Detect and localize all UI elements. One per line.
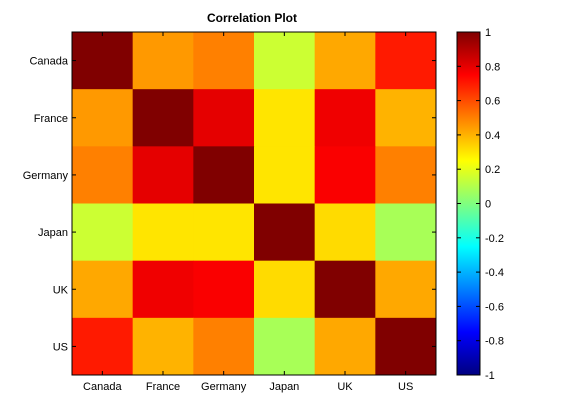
- colorbar-tick-label: 1: [485, 27, 491, 39]
- colorbar-tick-label: 0: [485, 199, 491, 211]
- x-tick-label: US: [398, 381, 413, 393]
- x-tick-label: UK: [337, 381, 353, 393]
- heatmap-cell: [254, 317, 316, 376]
- y-tick-label: UK: [53, 284, 69, 296]
- heatmap-cell: [193, 317, 255, 376]
- plot-frame: [71, 31, 437, 376]
- heatmap-cell: [314, 317, 376, 376]
- x-tick-label: Germany: [201, 381, 247, 393]
- heatmap-cell: [375, 203, 437, 262]
- heatmap-cell: [132, 317, 194, 376]
- heatmap-cell: [254, 260, 316, 319]
- y-tick-label: Germany: [23, 170, 69, 182]
- heatmap-cell: [193, 203, 255, 262]
- heatmap-cell: [375, 260, 437, 319]
- heatmap-cell: [72, 89, 134, 147]
- heatmap-cell: [314, 146, 376, 204]
- colorbar-tick-label: -0.2: [485, 233, 504, 245]
- colorbar-tick-label: -0.4: [485, 267, 504, 279]
- y-axis-ticks: Canada France Germany Japan UK US: [23, 56, 436, 353]
- colorbar-tick-label: 0.8: [485, 61, 500, 73]
- heatmap-cell: [254, 146, 316, 204]
- heatmap-cell: [132, 89, 194, 147]
- heatmap-cell: [254, 89, 316, 147]
- x-axis-ticks: Canada France Germany Japan UK US: [83, 32, 413, 393]
- heatmap-cell: [72, 260, 134, 319]
- heatmap-cell: [375, 89, 437, 147]
- heatmap-cell: [193, 32, 255, 90]
- x-tick-label: Japan: [269, 381, 299, 393]
- heatmap-cell: [72, 203, 134, 262]
- colorbar-tick-label: -1: [485, 370, 495, 382]
- heatmap-cell: [314, 260, 376, 319]
- colorbar-ticks: 1 0.8 0.6 0.4 0.2 0 -0.2 -0.4 -0.6 -0.8 -1: [457, 27, 504, 382]
- colorbar-tick-label: 0.6: [485, 96, 500, 108]
- heatmap-cell: [132, 146, 194, 204]
- x-tick-label: Canada: [83, 381, 122, 393]
- heatmap-cell: [72, 317, 134, 376]
- heatmap-cells: [72, 32, 437, 376]
- heatmap-cell: [375, 32, 437, 90]
- colorbar-tick-label: 0.2: [485, 164, 500, 176]
- colorbar-tick-label: -0.6: [485, 301, 504, 313]
- heatmap-cell: [375, 317, 437, 376]
- y-tick-label: US: [53, 341, 68, 353]
- y-tick-label: Japan: [38, 227, 68, 239]
- heatmap-cell: [254, 32, 316, 90]
- heatmap-cell: [375, 146, 437, 204]
- y-tick-label: France: [34, 113, 68, 125]
- heatmap-cell: [314, 89, 376, 147]
- heatmap-cell: [193, 260, 255, 319]
- colorbar-tick-label: 0.4: [485, 130, 500, 142]
- heatmap-cell: [132, 32, 194, 90]
- y-tick-label: Canada: [29, 56, 68, 68]
- heatmap-cell: [72, 146, 134, 204]
- heatmap-cell: [314, 32, 376, 90]
- x-tick-label: France: [146, 381, 180, 393]
- colorbar-tick-label: -0.8: [485, 336, 504, 348]
- heatmap-cell: [132, 260, 194, 319]
- heatmap-cell: [254, 203, 316, 262]
- chart-title: Correlation Plot: [207, 11, 297, 25]
- heatmap-cell: [314, 203, 376, 262]
- heatmap-cell: [193, 89, 255, 147]
- heatmap-cell: [193, 146, 255, 204]
- heatmap-cell: [132, 203, 194, 262]
- heatmap-cell: [72, 32, 134, 90]
